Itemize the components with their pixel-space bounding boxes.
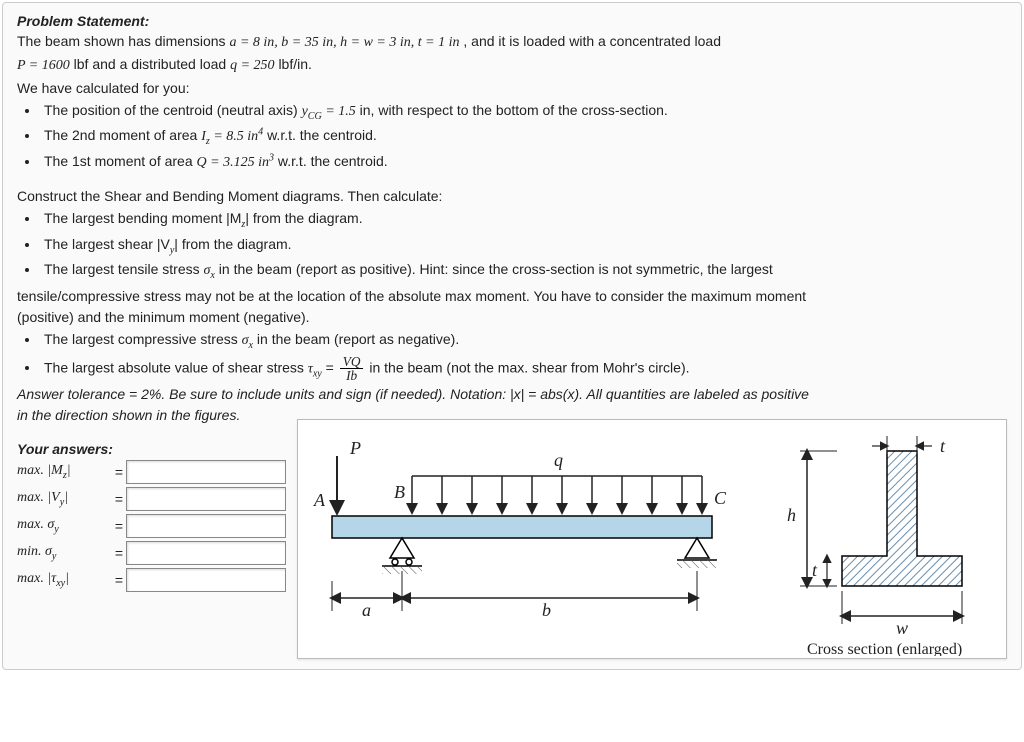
text: The largest absolute value of shear stre… [44,359,308,375]
text: | from the diagram. [245,210,362,226]
answer-input-min-sigma[interactable] [126,541,286,565]
text: in the beam (not the max. shear from Moh… [369,359,689,375]
list-item: The largest shear |Vy| from the diagram. [25,234,1007,258]
problem-heading: Problem Statement: [17,13,1007,29]
dim-w: w [896,618,908,638]
task-list-2: The largest compressive stress σx in the… [25,329,1007,382]
answer-input-max-sigma[interactable] [126,514,286,538]
line-2: P = 1600 lbf and a distributed load q = … [17,54,1007,76]
answers-column: Your answers: max. |Mz| = max. |Vy| = ma… [17,441,287,595]
wrap-line: tensile/compressive stress may not be at… [17,286,1007,306]
text: The largest shear |V [44,236,170,252]
text: in the beam (report as positive). Hint: … [215,261,773,277]
dim-t-flange: t [812,560,818,580]
dim-t-top: t [940,436,946,456]
list-item: The 2nd moment of area Iz = 8.5 in4 w.r.… [25,125,1007,149]
text: The 1st moment of area [44,153,197,169]
eq-q: q = 250 [230,58,274,73]
answer-input-mz[interactable] [126,460,286,484]
eq-sign: = [112,572,126,588]
q-val: Q = 3.125 in3 [197,155,275,170]
eq-sign: = [112,518,126,534]
a-point-label: A [313,490,326,510]
answer-label: max. |Vy| [17,490,112,508]
text: The largest bending moment |M [44,210,241,226]
text: The 2nd moment of area [44,127,201,143]
fraction: VQIb [340,355,364,383]
list-item: The largest tensile stress σx in the bea… [25,259,1007,283]
answers-row: Your answers: max. |Mz| = max. |Vy| = ma… [17,441,1007,659]
eq-p: P = 1600 [17,58,70,73]
text: The beam shown has dimensions [17,33,229,49]
given-list: The position of the centroid (neutral ax… [25,100,1007,173]
answer-input-vy[interactable] [126,487,286,511]
q-label: q [554,450,563,470]
dim-h: h [787,505,796,525]
answer-item: max. |Mz| = [17,460,287,484]
iz: Iz = 8.5 in4 [201,129,263,144]
cross-section-caption: Cross section (enlarged) [807,641,962,656]
text: lbf/in. [278,56,311,72]
tolerance-line: Answer tolerance = 2%. Be sure to includ… [17,384,1007,404]
ycg: yCG = 1.5 [302,104,356,119]
p-label: P [349,438,361,458]
answer-label: max. |τxy| [17,571,112,589]
text: = [322,359,338,375]
answer-label: min. σy [17,544,112,562]
list-item: The largest compressive stress σx in the… [25,329,1007,353]
c-point-label: C [714,488,727,508]
text: in the beam (report as negative). [253,331,459,347]
list-item: The largest bending moment |Mz| from the… [25,208,1007,232]
answer-item: max. |τxy| = [17,568,287,592]
eq-sign: = [112,545,126,561]
text: The position of the centroid (neutral ax… [44,102,302,118]
text: The largest tensile stress [44,261,204,277]
construct-line: Construct the Shear and Bending Moment d… [17,186,1007,206]
answer-label: max. σy [17,517,112,535]
eq-sign: = [112,491,126,507]
answer-item: min. σy = [17,541,287,565]
text: , and it is loaded with a concentrated l… [463,33,721,49]
text: The largest compressive stress [44,331,242,347]
list-item: The position of the centroid (neutral ax… [25,100,1007,124]
dim-b: b [542,600,551,620]
text: in, with respect to the bottom of the cr… [360,102,668,118]
eq-sign: = [112,464,126,480]
task-list: The largest bending moment |Mz| from the… [25,208,1007,283]
list-item: The 1st moment of area Q = 3.125 in3 w.r… [25,151,1007,173]
line-3: We have calculated for you: [17,78,1007,98]
dim-a: a [362,600,371,620]
text: | from the diagram. [174,236,291,252]
beam-diagram: P [302,426,1002,656]
line-1: The beam shown has dimensions a = 8 in, … [17,31,1007,53]
answer-label: max. |Mz| [17,463,112,481]
figure-box: P [297,419,1007,659]
answer-item: max. σy = [17,514,287,538]
text: w.r.t. the centroid. [267,127,377,143]
eq-dimensions: a = 8 in, b = 35 in, h = w = 3 in, t = 1… [229,35,459,50]
b-point-label: B [394,482,405,502]
text: lbf and a distributed load [74,56,230,72]
list-item: The largest absolute value of shear stre… [25,355,1007,383]
text: w.r.t. the centroid. [278,153,388,169]
your-answers-heading: Your answers: [17,441,287,457]
answer-item: max. |Vy| = [17,487,287,511]
answer-input-tau[interactable] [126,568,286,592]
wrap-line: (positive) and the minimum moment (negat… [17,307,1007,327]
problem-container: Problem Statement: The beam shown has di… [2,2,1022,670]
